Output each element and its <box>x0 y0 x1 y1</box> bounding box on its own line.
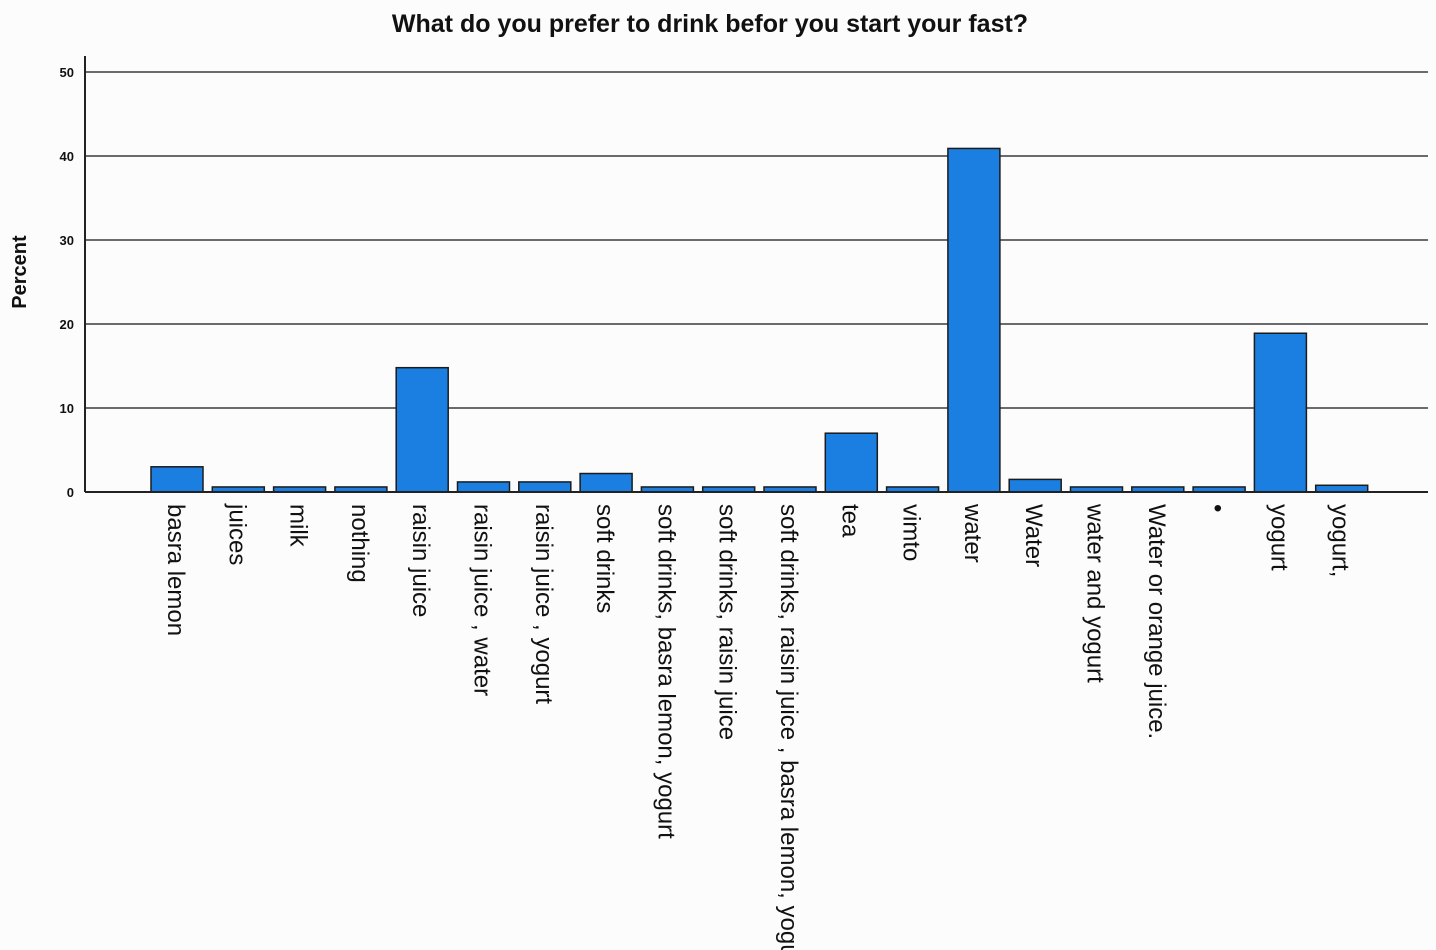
x-tick-label: soft drinks, raisin juice <box>714 504 741 740</box>
bar-11 <box>824 432 879 493</box>
bar-18 <box>1253 332 1308 493</box>
bar-4 <box>395 366 449 493</box>
x-tick-label: water and yogurt <box>1082 503 1109 683</box>
bar-13 <box>947 147 1001 493</box>
axes <box>84 56 1428 493</box>
y-tick-label: 20 <box>60 317 74 332</box>
x-tick-label: • <box>1204 504 1231 512</box>
bar-6 <box>518 481 572 493</box>
x-tick-label: basra lemon <box>162 504 189 636</box>
bar-14 <box>1008 478 1062 493</box>
y-tick-label: 10 <box>60 401 74 416</box>
x-tick-label: nothing <box>346 504 373 583</box>
x-tick-label: raisin juice <box>407 504 434 617</box>
bar-0 <box>150 466 204 493</box>
y-tick-label: 50 <box>60 65 74 80</box>
x-tick-label: soft drinks, raisin juice , basra lemon,… <box>775 504 802 950</box>
y-tick-label: 30 <box>60 233 74 248</box>
y-axis-ticks: 0 10 20 30 40 50 <box>60 65 74 500</box>
bar-19 <box>1314 484 1369 493</box>
x-axis-ticks: basra lemon juices milk nothing raisin juice… <box>162 503 1354 950</box>
chart-title: What do you prefer to drink befor you st… <box>392 10 1028 38</box>
x-tick-label: raisin juice , yogurt <box>530 504 557 704</box>
bars <box>150 147 1369 493</box>
x-tick-label: water <box>959 503 986 563</box>
x-tick-label: Water or orange juice. <box>1143 504 1170 739</box>
x-tick-label: soft drinks <box>591 504 618 613</box>
y-axis-label: Percent <box>9 235 31 309</box>
x-tick-label: soft drinks, basra lemon, yogurt <box>652 504 679 839</box>
gridlines <box>85 71 1428 409</box>
y-tick-label: 0 <box>67 485 74 500</box>
x-tick-label: milk <box>285 504 312 548</box>
x-tick-label: Water <box>1020 504 1047 567</box>
x-tick-label: yogurt <box>1265 504 1292 571</box>
bar-7 <box>579 472 633 493</box>
x-tick-label: yogurt, <box>1327 504 1354 577</box>
y-tick-label: 40 <box>60 149 74 164</box>
x-tick-label: tea <box>836 504 863 538</box>
x-tick-label: vimto <box>898 504 925 561</box>
x-tick-label: raisin juice , water <box>469 504 496 696</box>
bar-5 <box>456 481 511 493</box>
x-tick-label: juices <box>223 503 250 565</box>
